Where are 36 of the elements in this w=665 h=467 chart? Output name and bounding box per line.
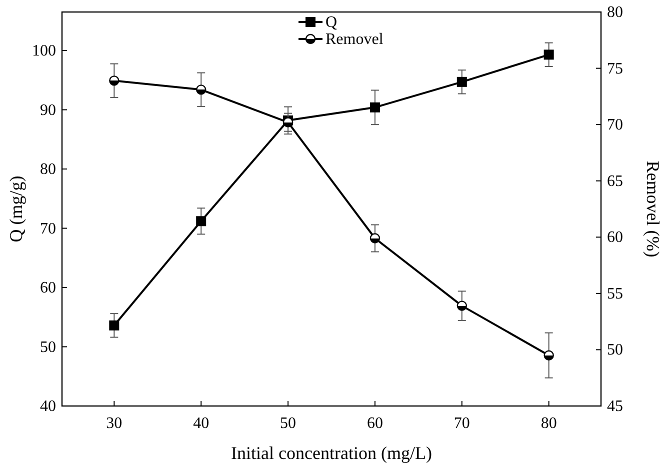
point <box>370 233 380 244</box>
y2-tick-label: 70 <box>607 116 623 134</box>
point <box>196 216 206 226</box>
y-tick-label: 80 <box>40 161 56 178</box>
y2-tick-label: 60 <box>607 229 623 246</box>
y2-tick-label: 80 <box>607 4 623 21</box>
y-tick-label: 40 <box>40 398 56 415</box>
point <box>370 102 380 112</box>
legend-label: Q <box>326 14 338 31</box>
y2-tick-label: 45 <box>607 398 623 415</box>
y-tick-label: 50 <box>40 338 56 356</box>
x-axis-title: Initial concentration (mg/L) <box>231 443 432 463</box>
y-tick-label: 100 <box>32 42 56 60</box>
y-tick-label: 90 <box>40 102 56 119</box>
y2-tick-label: 75 <box>607 60 623 78</box>
point <box>544 50 554 60</box>
y2-tick-label: 55 <box>607 285 623 302</box>
point <box>456 76 467 87</box>
x-tick-label: 60 <box>366 415 383 432</box>
point <box>456 300 468 311</box>
point <box>109 76 120 86</box>
y2-tick-label: 65 <box>607 172 623 190</box>
x-tick-label: 30 <box>106 415 122 432</box>
y-tick-label: 60 <box>40 280 56 297</box>
point <box>109 320 120 330</box>
x-tick-label: 40 <box>193 415 210 432</box>
x-tick-label: 70 <box>454 415 470 432</box>
y-tick-label: 70 <box>40 220 56 238</box>
x-tick-label: 80 <box>540 415 557 432</box>
y2-tick-label: 50 <box>607 342 623 359</box>
y-axis-title: Q (mg/g) <box>6 176 26 242</box>
point <box>544 350 554 360</box>
point <box>196 84 206 95</box>
y2-axis-title: Removel (%) <box>643 160 663 258</box>
legend-label: Removel <box>326 31 384 48</box>
x-tick-label: 50 <box>280 415 296 432</box>
